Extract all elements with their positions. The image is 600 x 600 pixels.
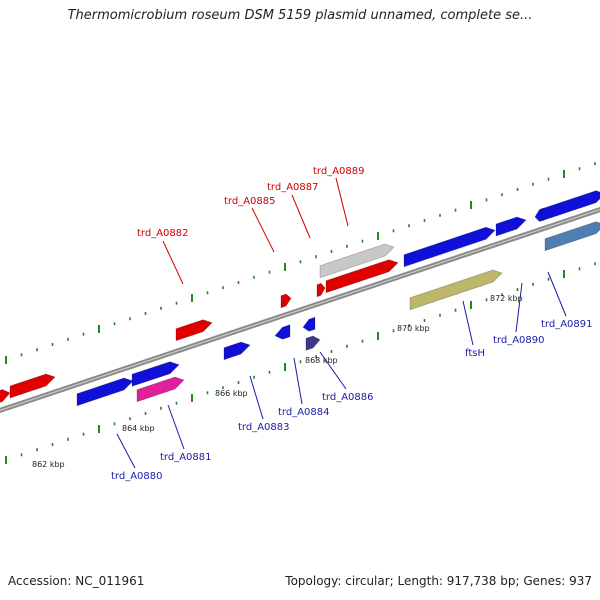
scale-label-864: 864 kbp: [122, 424, 155, 433]
scale-label-868: 868 kbp: [305, 356, 338, 365]
scale-label-870: 870 kbp: [397, 324, 430, 333]
gene-label-trd-a0884[interactable]: trd_A0884: [278, 407, 330, 418]
leader-trd-a0881: [167, 404, 185, 450]
gene-features: [0, 190, 600, 407]
gene-arrow-blue-a0884[interactable]: [274, 324, 291, 340]
leader-trd-a0886: [319, 351, 347, 390]
gene-label-trd-a0880[interactable]: trd_A0880: [111, 471, 163, 482]
gene-label-trd-a0886[interactable]: trd_A0886: [322, 392, 374, 403]
gene-arrow-blue-a0880b[interactable]: [131, 361, 180, 387]
gene-label-trd-a0889[interactable]: trd_A0889: [313, 166, 365, 177]
backbone-highlight: [0, 209, 600, 411]
leader-trd-a0880: [116, 433, 136, 469]
accession-text: Accession: NC_011961: [8, 574, 145, 588]
gene-label-trd-a0885[interactable]: trd_A0885: [224, 196, 276, 207]
gene-arrow-khaki-ftsh[interactable]: [409, 269, 503, 311]
gene-arrow-red-a0885[interactable]: [280, 293, 292, 309]
tick-track-bottom: [5, 262, 596, 464]
gene-arrow-red-a0887[interactable]: [316, 282, 326, 298]
gene-label-trd-a0890[interactable]: trd_A0890: [493, 335, 545, 346]
leader-trd-a0891: [547, 271, 567, 317]
gene-label-trd-a0882[interactable]: trd_A0882: [137, 228, 189, 239]
tick-track-top: [5, 162, 596, 364]
leader-trd-a0887: [291, 194, 311, 239]
gene-arrow-red-a0889[interactable]: [325, 259, 399, 294]
gene-label-trd-a0887[interactable]: trd_A0887: [267, 182, 319, 193]
gene-label-trd-a0883[interactable]: trd_A0883: [238, 422, 290, 433]
gene-arrow-blue-a0883[interactable]: [223, 341, 251, 361]
gene-arrow-blue-a0884b[interactable]: [302, 316, 316, 332]
gene-arrow-pink-a0881[interactable]: [136, 376, 185, 403]
gene-arrow-blue-fwd-2[interactable]: [495, 216, 527, 237]
gene-arrow-red-left-b[interactable]: [9, 373, 56, 399]
gene-label-trd-a0891[interactable]: trd_A0891: [541, 319, 593, 330]
genome-summary-text: Topology: circular; Length: 917,738 bp; …: [285, 574, 592, 588]
gene-arrow-red-left-a[interactable]: [0, 389, 11, 405]
gene-arrow-blue-a0880[interactable]: [76, 377, 134, 407]
gene-label-trd-a0881[interactable]: trd_A0881: [160, 452, 212, 463]
scale-label-862: 862 kbp: [32, 460, 65, 469]
leader-trd-a0885: [251, 207, 275, 253]
leader-trd-a0883: [249, 375, 264, 420]
gene-arrow-grey-a0889b[interactable]: [319, 243, 395, 279]
leader-trd-a0882: [162, 240, 184, 285]
gene-label-ftsh[interactable]: ftsH: [465, 348, 485, 359]
leader-trd-a0884: [293, 357, 303, 405]
scale-label-866: 866 kbp: [215, 389, 248, 398]
scale-label-872: 872 kbp: [490, 294, 523, 303]
page-title: Thermomicrobium roseum DSM 5159 plasmid …: [67, 8, 533, 23]
leader-ftsh: [462, 300, 474, 346]
gene-arrow-blue-fwd-4[interactable]: [541, 190, 600, 222]
gene-arrow-blue-fwd-1[interactable]: [403, 226, 496, 268]
leader-trd-a0889: [335, 177, 349, 227]
label-leaders: [116, 177, 567, 469]
gene-arrow-steel-a0891[interactable]: [544, 221, 600, 252]
gene-arrow-navy-a0886[interactable]: [305, 335, 321, 351]
leader-trd-a0890: [515, 282, 523, 333]
gene-arrow-red-a0882[interactable]: [175, 319, 213, 342]
